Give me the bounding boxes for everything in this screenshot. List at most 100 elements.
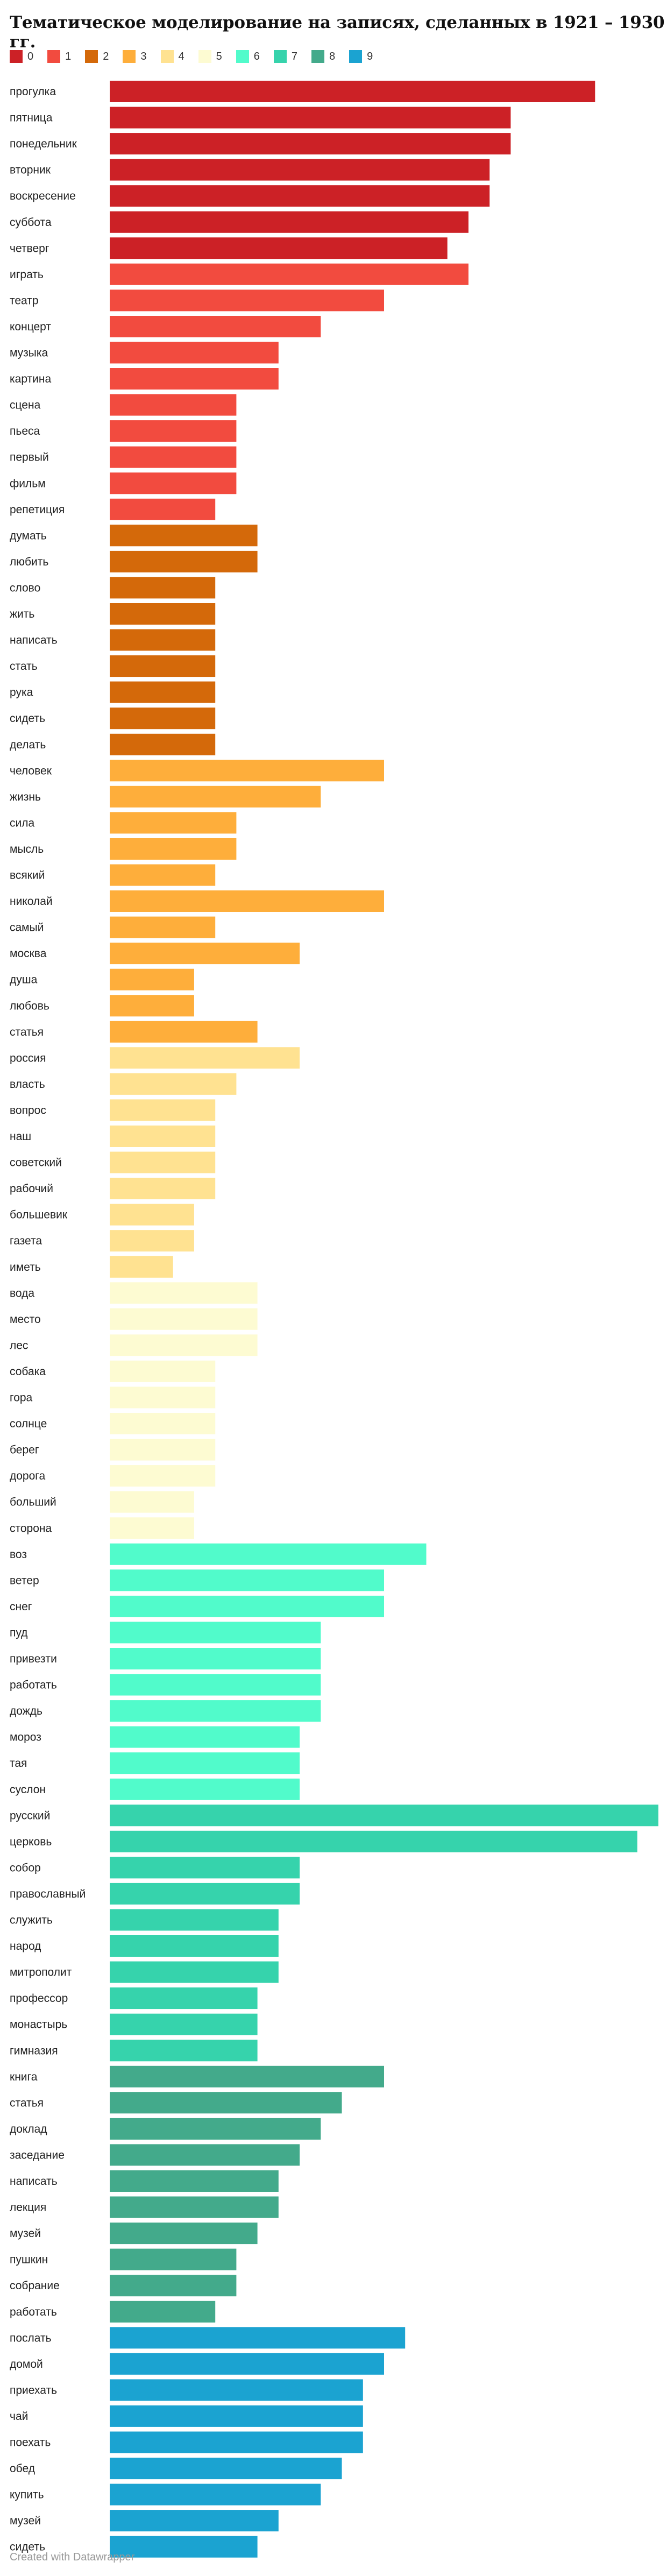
bar-topic-1[interactable] (110, 316, 321, 337)
bar-topic-3[interactable] (110, 916, 216, 938)
bar-topic-8[interactable] (110, 2196, 279, 2218)
bar-topic-1[interactable] (110, 368, 279, 390)
bar-topic-3[interactable] (110, 1021, 258, 1043)
bar-topic-1[interactable] (110, 289, 384, 312)
bar-topic-8[interactable] (110, 2301, 216, 2323)
bar-topic-8[interactable] (110, 2248, 237, 2270)
bar-topic-5[interactable] (110, 1334, 258, 1356)
category-label: дорога (10, 1470, 45, 1482)
bar-topic-9[interactable] (110, 2327, 406, 2349)
bar-topic-7[interactable] (110, 1804, 658, 1827)
bar-topic-9[interactable] (110, 2510, 279, 2532)
bar-topic-2[interactable] (110, 550, 258, 572)
bar-topic-4[interactable] (110, 1099, 216, 1121)
bar-topic-9[interactable] (110, 2536, 258, 2558)
bar-topic-1[interactable] (110, 446, 237, 468)
bar-topic-7[interactable] (110, 2040, 258, 2062)
bar-topic-3[interactable] (110, 995, 194, 1017)
bar-topic-6[interactable] (110, 1726, 300, 1748)
bar-topic-5[interactable] (110, 1386, 216, 1409)
bar-topic-5[interactable] (110, 1413, 216, 1434)
bar-topic-5[interactable] (110, 1282, 258, 1304)
bar-topic-1[interactable] (110, 498, 216, 520)
bar-topic-7[interactable] (110, 1857, 300, 1879)
bar-topic-5[interactable] (110, 1517, 194, 1539)
bar-topic-8[interactable] (110, 2223, 258, 2245)
bar-topic-0[interactable] (110, 211, 469, 233)
bar-topic-6[interactable] (110, 1648, 321, 1669)
bar-topic-6[interactable] (110, 1543, 427, 1565)
bar-topic-3[interactable] (110, 760, 384, 782)
bar-topic-7[interactable] (110, 2013, 258, 2035)
bar-topic-6[interactable] (110, 1622, 321, 1644)
category-label: власть (10, 1078, 45, 1091)
bar-topic-7[interactable] (110, 1883, 300, 1905)
bar-topic-8[interactable] (110, 2275, 237, 2297)
bar-topic-8[interactable] (110, 2118, 321, 2140)
bar-topic-9[interactable] (110, 2405, 363, 2427)
bar-topic-7[interactable] (110, 1830, 637, 1852)
bar-topic-6[interactable] (110, 1674, 321, 1696)
bar-topic-5[interactable] (110, 1491, 194, 1513)
category-label: купить (10, 2489, 44, 2501)
bar-topic-7[interactable] (110, 1909, 279, 1931)
bar-topic-8[interactable] (110, 2092, 342, 2114)
bar-topic-4[interactable] (110, 1230, 194, 1252)
bar-topic-1[interactable] (110, 420, 237, 442)
bar-topic-5[interactable] (110, 1360, 216, 1382)
bar-topic-1[interactable] (110, 472, 237, 494)
bar-topic-6[interactable] (110, 1569, 384, 1591)
bar-topic-6[interactable] (110, 1778, 300, 1800)
bar-topic-8[interactable] (110, 2170, 279, 2192)
bar-topic-5[interactable] (110, 1439, 216, 1461)
bar-topic-9[interactable] (110, 2353, 384, 2375)
bar-topic-0[interactable] (110, 81, 595, 102)
bar-topic-4[interactable] (110, 1126, 216, 1147)
bar-topic-2[interactable] (110, 655, 216, 677)
category-label: человек (10, 765, 52, 777)
bar-topic-7[interactable] (110, 1961, 279, 1983)
bar-topic-0[interactable] (110, 133, 511, 155)
bar-topic-0[interactable] (110, 185, 490, 207)
bar-topic-3[interactable] (110, 785, 321, 808)
bar-topic-3[interactable] (110, 864, 216, 886)
bar-topic-4[interactable] (110, 1204, 194, 1226)
bar-topic-9[interactable] (110, 2458, 342, 2480)
bar-topic-3[interactable] (110, 968, 194, 990)
bar-topic-4[interactable] (110, 1047, 300, 1069)
bar-topic-2[interactable] (110, 603, 216, 625)
bar-topic-8[interactable] (110, 2144, 300, 2166)
bar-topic-0[interactable] (110, 237, 448, 259)
bar-topic-3[interactable] (110, 890, 384, 912)
bar-topic-9[interactable] (110, 2431, 363, 2453)
bar-topic-3[interactable] (110, 838, 237, 860)
bar-topic-5[interactable] (110, 1308, 258, 1330)
bar-topic-0[interactable] (110, 107, 511, 129)
bar-topic-2[interactable] (110, 525, 258, 547)
bar-topic-6[interactable] (110, 1595, 384, 1617)
bar-topic-2[interactable] (110, 681, 216, 703)
bar-topic-9[interactable] (110, 2379, 363, 2401)
bar-topic-2[interactable] (110, 733, 216, 755)
legend-label: 0 (27, 50, 34, 62)
bar-topic-6[interactable] (110, 1752, 300, 1774)
bar-topic-3[interactable] (110, 812, 237, 834)
bar-topic-4[interactable] (110, 1178, 216, 1200)
bar-topic-6[interactable] (110, 1700, 321, 1722)
bar-topic-1[interactable] (110, 394, 237, 416)
bar-topic-4[interactable] (110, 1073, 237, 1095)
bar-topic-1[interactable] (110, 263, 469, 285)
bar-topic-2[interactable] (110, 707, 216, 730)
bar-topic-8[interactable] (110, 2065, 384, 2087)
bar-topic-7[interactable] (110, 1987, 258, 2009)
bar-topic-3[interactable] (110, 943, 300, 965)
bar-topic-0[interactable] (110, 159, 490, 181)
bar-topic-5[interactable] (110, 1465, 216, 1487)
bar-topic-4[interactable] (110, 1151, 216, 1173)
bar-topic-9[interactable] (110, 2483, 321, 2506)
bar-topic-2[interactable] (110, 629, 216, 651)
bar-topic-4[interactable] (110, 1256, 173, 1278)
bar-topic-7[interactable] (110, 1935, 279, 1957)
bar-topic-1[interactable] (110, 342, 279, 364)
bar-topic-2[interactable] (110, 577, 216, 599)
